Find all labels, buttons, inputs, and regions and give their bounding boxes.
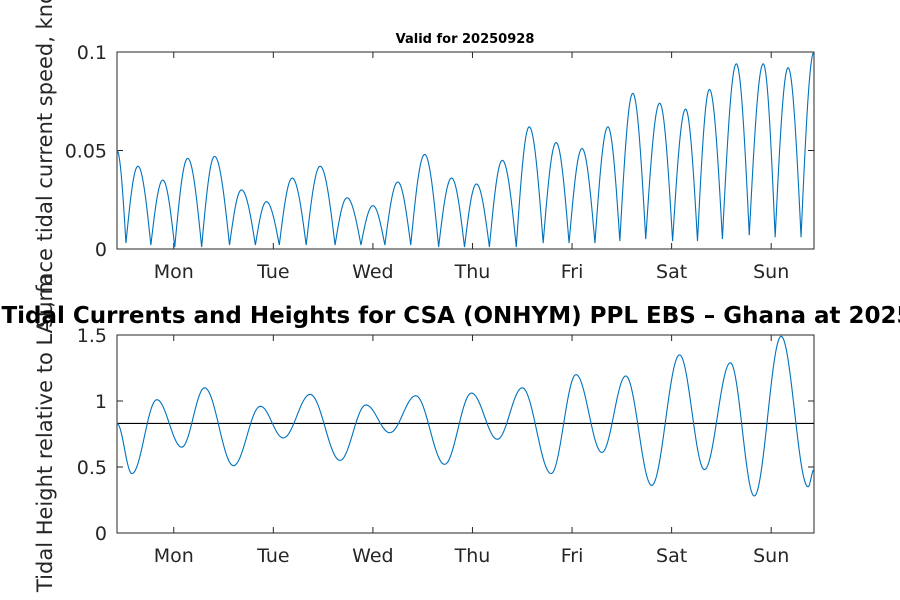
speed-plot-area — [116, 51, 815, 250]
speed-x-tick-label: Wed — [352, 261, 393, 283]
speed-x-tick-label: Tue — [256, 261, 289, 283]
speed-y-tick-label: 0.1 — [77, 42, 107, 64]
speed-y-tick-label: 0 — [95, 239, 107, 261]
height-y-tick-label: 1.5 — [77, 325, 107, 347]
speed-chart: 0 0.05 0.1 Mon Tue Wed Thu Fri Sat Sun Valid for … — [33, 0, 815, 328]
speed-y-axis-label: Surface tidal current speed, knots — [33, 0, 57, 328]
speed-series-line — [116, 51, 815, 248]
height-x-tick-label: Sun — [753, 545, 789, 567]
height-x-tick-label: Wed — [352, 545, 393, 567]
speed-x-tick-label: Sun — [753, 261, 789, 283]
height-chart: 0 0.5 1 1.5 Mon Tue Wed Thu Fri Sat Sun Tidal Heig… — [33, 274, 815, 593]
speed-y-tick-label: 0.05 — [65, 141, 107, 163]
height-x-tick-label: Tue — [256, 545, 289, 567]
height-plot-area — [116, 334, 815, 534]
height-x-tick-label: Mon — [154, 545, 194, 567]
speed-x-tick-label: Mon — [154, 261, 194, 283]
height-y-tick-label: 0.5 — [77, 457, 107, 479]
speed-x-tick-label: Fri — [561, 261, 584, 283]
speed-x-tick-label: Sat — [656, 261, 687, 283]
height-x-tick-label: Sat — [656, 545, 687, 567]
height-series-line — [116, 335, 815, 497]
speed-chart-title: Valid for 20250928 — [396, 32, 535, 47]
height-x-tick-label: Fri — [561, 545, 584, 567]
height-y-tick-label: 1 — [95, 391, 107, 413]
figure-title: Tidal Currents and Heights for CSA (ONHY… — [1, 303, 900, 329]
speed-x-tick-label: Thu — [454, 261, 491, 283]
height-x-tick-label: Thu — [454, 545, 491, 567]
height-y-axis-label: Tidal Height relative to LAT, m — [33, 274, 57, 593]
height-y-tick-label: 0 — [95, 523, 107, 545]
